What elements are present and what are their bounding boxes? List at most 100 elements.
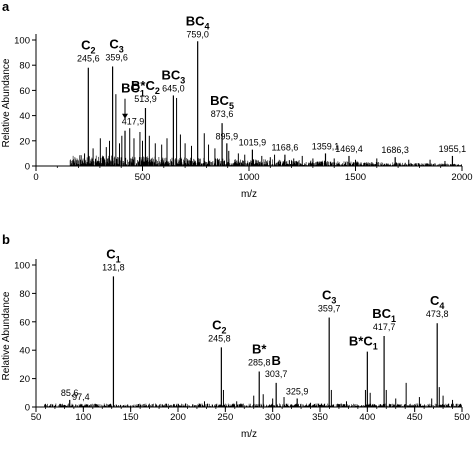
y-tick-label: 80 (19, 289, 30, 300)
x-tick-label: 100 (75, 412, 91, 423)
ion-name: BC (372, 306, 391, 321)
x-tick-label: 250 (217, 412, 233, 423)
peak-ion-label: B* (252, 342, 267, 357)
peak-mz-label: 303,7 (265, 369, 288, 379)
y-tick-label: 20 (19, 374, 30, 385)
peak-mz-label: 645,0 (162, 83, 185, 93)
x-tick-label: 2000 (451, 172, 472, 183)
ion-subscript: 4 (205, 21, 210, 31)
peak-ion-label: C2 (212, 317, 226, 335)
ion-subscript: 1 (373, 342, 378, 352)
ion-name: C (106, 246, 116, 261)
ion-name: B (271, 353, 280, 368)
ion-name: BC (186, 13, 205, 28)
x-axis-title: m/z (241, 189, 257, 200)
x-tick-label: 0 (33, 172, 38, 183)
peak-mz-label: 759,0 (186, 29, 209, 39)
y-tick-label: 100 (14, 261, 30, 272)
x-tick-label: 450 (407, 412, 423, 423)
peak-mz-label: 285,8 (248, 358, 271, 368)
ion-subscript: 3 (119, 44, 124, 54)
peak-ion-label: C2 (81, 38, 95, 56)
ion-subscript: 2 (155, 86, 160, 96)
ion-name: BC (161, 67, 180, 82)
peak-mz-label: 1686,3 (381, 145, 409, 155)
x-tick-label: 500 (454, 412, 470, 423)
ion-prefix: B* (349, 334, 364, 349)
peak-mz-label: 359,7 (318, 304, 341, 314)
x-tick-label: 1000 (238, 172, 259, 183)
ion-subscript: 5 (229, 101, 234, 111)
ion-subscript: 1 (140, 89, 145, 99)
peak-mz-label: 1015,9 (239, 138, 267, 148)
noise-spectrum (69, 155, 462, 166)
peak-mz-label: 1359,1 (312, 141, 340, 151)
y-tick-label: 40 (19, 111, 30, 122)
ion-subscript: 3 (331, 296, 336, 306)
peak-ion-label: B (271, 353, 280, 368)
peak-mz-label: 417,9 (122, 117, 145, 127)
peak-mz-label: 1469,4 (335, 144, 363, 154)
ion-subscript: 3 (180, 75, 185, 85)
peak-mz-label: 359,6 (105, 52, 128, 62)
peak-ion-label: C3 (322, 288, 336, 306)
ion-name: C (109, 36, 119, 51)
y-tick-label: 100 (14, 36, 30, 47)
x-axis-title: m/z (241, 429, 257, 440)
peak-mz-label: 85,6 (61, 388, 79, 398)
peak-mz-label: 325,9 (286, 386, 309, 396)
peak-mz-label: 97,4 (72, 392, 90, 402)
peak-mz-label: 1168,6 (271, 143, 298, 153)
y-tick-label: 40 (19, 346, 30, 357)
ion-subscript: 4 (439, 301, 444, 311)
ion-name: C (81, 38, 91, 53)
peak-mz-label: 895,9 (216, 131, 239, 141)
peak-ion-label: BC3 (161, 67, 185, 85)
panel-letter-b: b (2, 232, 10, 247)
y-tick-label: 20 (19, 136, 30, 147)
y-tick-label: 0 (25, 403, 30, 414)
ion-name: C (363, 334, 373, 349)
y-tick-label: 0 (25, 162, 30, 173)
peak-mz-label: 245,8 (208, 333, 231, 343)
peak-ion-label: B*C2 (131, 78, 160, 96)
peak-mz-label: 131,8 (102, 262, 125, 272)
x-tick-label: 400 (359, 412, 375, 423)
y-tick-label: 60 (19, 317, 30, 328)
x-tick-label: 500 (135, 172, 151, 183)
ion-name: C (322, 288, 332, 303)
ion-name: B* (252, 342, 267, 357)
noise-spectrum (44, 403, 462, 407)
panel-letter-a: a (2, 0, 10, 14)
y-axis-title: Relative Abundance (1, 291, 12, 380)
annotation-arrowhead (122, 113, 129, 119)
ion-name: C (212, 317, 222, 332)
x-tick-label: 50 (31, 412, 42, 423)
ion-name: C (430, 293, 440, 308)
ion-subscript: 1 (116, 254, 121, 264)
ion-name: BC (210, 93, 229, 108)
peak-ion-label: BC1 (372, 306, 396, 324)
peak-ion-label: BC5 (210, 93, 234, 111)
peak-ion-label: BC1 (121, 81, 145, 99)
y-tick-label: 80 (19, 61, 30, 72)
ion-subscript: 2 (91, 46, 96, 56)
peak-mz-label: 245,6 (77, 54, 100, 64)
peak-mz-label: 473,8 (426, 309, 449, 319)
y-axis-title: Relative Abundance (1, 58, 12, 147)
ion-subscript: 1 (391, 314, 396, 324)
panel-b-spectrum: 0 20 40 60 80 100 50 100 150 200 250 300 350 400 450 50… (1, 246, 470, 440)
peak-mz-label: 513,9 (134, 94, 157, 104)
x-tick-label: 150 (123, 412, 139, 423)
peak-ion-label: C4 (430, 293, 444, 311)
y-tick-label: 60 (19, 86, 30, 97)
peak-mz-label: 417,7 (373, 322, 396, 332)
peak-ion-label: B*C1 (349, 334, 378, 352)
ion-subscript: 2 (222, 325, 227, 335)
x-tick-label: 200 (170, 412, 186, 423)
x-tick-label: 350 (312, 412, 328, 423)
peak-mz-label: 873,6 (211, 109, 234, 119)
ion-prefix: B* (131, 78, 146, 93)
